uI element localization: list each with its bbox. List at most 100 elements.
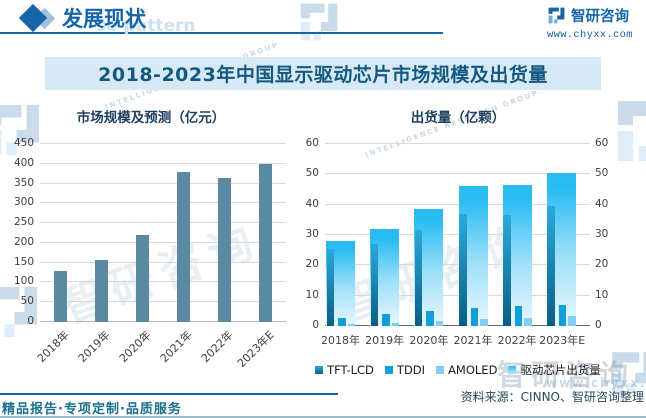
- y-axis-tick-label: 0: [595, 319, 602, 331]
- legend-swatch-icon: [436, 366, 445, 374]
- y-axis-tick-label: 60: [595, 137, 609, 149]
- legend: TFT-LCD TDDI AMOLED 驱动芯片出货量: [300, 362, 616, 378]
- y-axis-tick-label: 30: [305, 228, 319, 240]
- y-axis-tick-label: 250: [13, 216, 34, 229]
- legend-swatch-icon: [384, 366, 393, 374]
- y-axis-tick-label: 60: [305, 137, 319, 149]
- bar-2022年: [218, 178, 231, 322]
- brand-logo: 智研咨询 www.chyxx.com: [547, 5, 642, 41]
- data-source: 资料来源：CINNO、智研咨询整理: [460, 390, 644, 404]
- amoled-bar-2019年: [391, 322, 400, 326]
- gridline: [325, 325, 590, 326]
- x-axis-label: 2019年: [365, 334, 405, 347]
- tddi-bar-2018年: [338, 318, 346, 326]
- legend-label: AMOLED: [448, 363, 498, 377]
- footer-tagline: 精品报告·专项定制·品质服务: [2, 402, 182, 417]
- amoled-bar-2018年: [347, 324, 355, 326]
- y-axis-tick-label: 200: [13, 235, 34, 248]
- legend-item-驱动芯片出货量: 驱动芯片出货量: [508, 362, 601, 378]
- gridline: [40, 222, 286, 224]
- footer-divider: [0, 393, 338, 395]
- gridline: [325, 294, 590, 296]
- right-chart-plot: 0 0 10 10 20 20 30 30 40 40 50 50 60 60 2018年 2019年 2020…: [306, 137, 609, 347]
- gridline: [40, 162, 286, 164]
- y-axis-tick-label: 0: [312, 319, 319, 331]
- y-axis-tick-label: 20: [595, 258, 609, 271]
- y-axis-tick-label: 50: [595, 167, 609, 180]
- gridline: [325, 264, 590, 266]
- header-divider: [0, 32, 443, 34]
- gridline: [40, 321, 286, 322]
- shipment-chart: 出货量（亿颗） 0 0 10 10 20 20 30 30 40 40 50 50 60 60 2018年 2…: [300, 100, 644, 390]
- bar-2019年: [95, 259, 108, 322]
- y-axis-tick-label: 50: [20, 295, 34, 308]
- y-axis-tick-label: 30: [595, 228, 609, 240]
- brand-name: 智研咨询: [571, 9, 629, 25]
- chart-banner: 2018-2023年中国显示驱动芯片市场规模及出货量: [45, 57, 601, 90]
- y-axis-tick-label: 20: [305, 258, 319, 271]
- x-axis-label: 2023年E: [539, 334, 586, 347]
- tft-lcd-bar-2019年: [370, 244, 379, 326]
- x-axis-label: 2018年: [321, 334, 360, 347]
- tddi-bar-2021年: [470, 307, 478, 326]
- tddi-bar-2022年: [514, 306, 523, 326]
- x-axis-label: 2021年: [453, 334, 493, 347]
- right-chart-title: 出货量（亿颗）: [410, 110, 506, 126]
- amoled-bar-2023年E: [568, 316, 576, 326]
- tddi-bar-2019年: [382, 313, 390, 326]
- y-axis-tick-label: 100: [13, 275, 34, 288]
- tft-lcd-bar-2021年: [459, 213, 467, 326]
- gridline: [40, 261, 286, 263]
- y-axis-tick-label: 40: [595, 197, 609, 210]
- y-axis-tick-label: 10: [305, 288, 319, 301]
- tddi-bar-2020年: [426, 310, 434, 326]
- legend-item-TFT-LCD: TFT-LCD: [315, 363, 374, 377]
- y-axis-tick-label: 400: [13, 156, 34, 169]
- left-chart-title: 市场规模及预测（亿元）: [76, 110, 226, 126]
- chart-main-title: 2018-2023年中国显示驱动芯片市场规模及出货量: [98, 64, 548, 86]
- legend-label: TFT-LCD: [327, 363, 374, 377]
- legend-label: TDDI: [396, 363, 426, 377]
- y-axis-tick-label: 0: [27, 315, 34, 327]
- amoled-bar-2021年: [480, 319, 488, 326]
- bar-2021年: [177, 171, 190, 322]
- legend-swatch-icon: [315, 366, 324, 374]
- legend-label: 驱动芯片出货量: [520, 363, 601, 377]
- watermark-logo-icon: [300, 3, 338, 41]
- amoled-bar-2020年: [435, 321, 444, 326]
- gridline: [40, 301, 286, 303]
- market-size-chart: 市场规模及预测（亿元） 0 50 100 150 200 250 300 350 400 450 2…: [8, 100, 294, 370]
- tft-lcd-bar-2023年E: [547, 206, 555, 326]
- legend-swatch-icon: [508, 366, 517, 374]
- y-axis-tick-label: 10: [595, 288, 609, 301]
- bar-2023年E: [259, 163, 272, 322]
- section-title: 发展现状: [62, 7, 146, 31]
- x-axis-label: 2020年: [409, 334, 449, 347]
- y-axis-tick-label: 350: [13, 176, 34, 189]
- gridline: [40, 143, 286, 144]
- tddi-bar-2023年E: [558, 304, 567, 326]
- gridline: [40, 241, 286, 243]
- y-axis-tick-label: 50: [305, 167, 319, 180]
- gridline: [325, 203, 590, 205]
- gridline: [325, 234, 590, 235]
- header-watermark-text: se pattern: [96, 16, 196, 36]
- amoled-bar-2022年: [524, 318, 532, 326]
- legend-item-TDDI: TDDI: [384, 363, 426, 377]
- brand-url: www.chyxx.com: [547, 29, 633, 41]
- bar-2018年: [54, 271, 67, 322]
- y-axis-tick-label: 40: [305, 197, 319, 210]
- tft-lcd-bar-2020年: [414, 230, 423, 326]
- legend-item-AMOLED: AMOLED: [436, 363, 497, 377]
- gridline: [325, 143, 590, 144]
- y-axis-tick-label: 450: [13, 137, 34, 149]
- x-axis-label: 2022年: [497, 334, 537, 347]
- tft-lcd-bar-2022年: [503, 215, 511, 326]
- y-axis-tick-label: 300: [13, 196, 34, 209]
- gridline: [40, 202, 286, 204]
- gridline: [40, 281, 286, 283]
- brand-logo-icon: [548, 7, 565, 24]
- bar-2020年: [136, 235, 149, 322]
- gridline: [40, 182, 286, 184]
